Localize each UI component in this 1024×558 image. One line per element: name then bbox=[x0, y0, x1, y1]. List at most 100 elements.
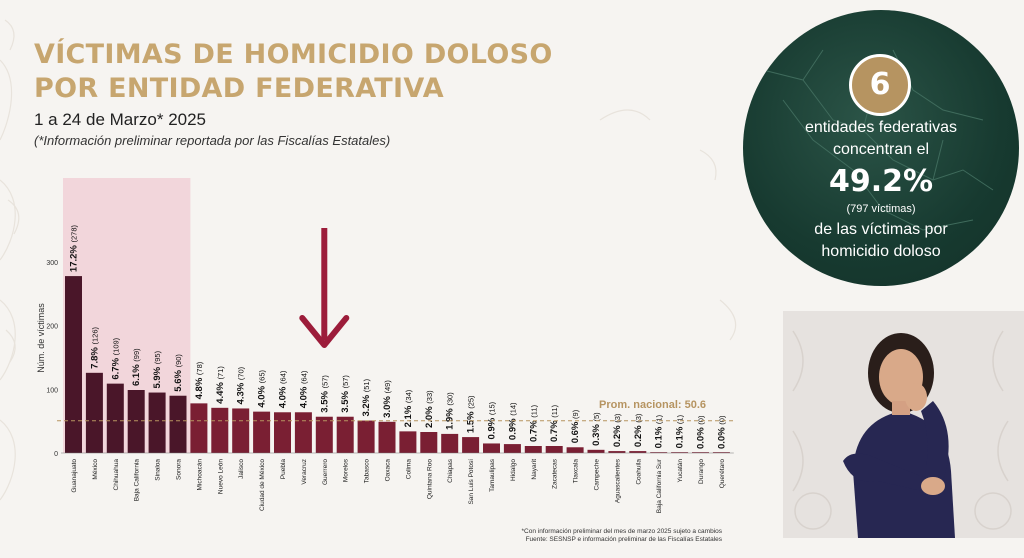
category-label: Nayarit bbox=[531, 459, 538, 480]
count-label: (33) bbox=[425, 390, 434, 404]
category-label: Quintana Roo bbox=[426, 459, 433, 499]
bar-9 bbox=[253, 411, 271, 453]
value-label: 3.5% (57) bbox=[340, 375, 351, 413]
date-range-subtitle: 1 a 24 de Marzo* 2025 bbox=[34, 110, 207, 129]
value-label: 0.3% (5) bbox=[591, 412, 602, 446]
bar-8 bbox=[232, 408, 250, 453]
category-label: Oaxaca bbox=[385, 459, 392, 482]
percent-label: 0.2% bbox=[612, 423, 623, 447]
value-label: 6.7% (109) bbox=[110, 337, 121, 379]
value-label: 0.9% (14) bbox=[507, 402, 518, 440]
bar-12 bbox=[315, 416, 333, 453]
percent-label: 5.6% bbox=[173, 367, 184, 391]
count-label: (1) bbox=[655, 414, 664, 424]
highlight-band bbox=[63, 178, 191, 453]
bar-10 bbox=[274, 412, 291, 453]
value-label: 0.0% (0) bbox=[716, 415, 727, 449]
percent-label: 0.7% bbox=[528, 418, 539, 442]
percent-label: 2.0% bbox=[424, 404, 435, 428]
summary-victims-detail: (797 víctimas) bbox=[846, 203, 916, 215]
bar-27 bbox=[629, 451, 647, 453]
category-label: Tabasco bbox=[364, 459, 371, 484]
y-axis-label: Núm. de víctimas bbox=[36, 303, 46, 373]
summary-line-1: entidades federativas bbox=[804, 119, 958, 136]
count-label: (11) bbox=[550, 404, 559, 417]
national-average-label: Prom. nacional: 50.6 bbox=[599, 399, 706, 411]
bar-15 bbox=[378, 421, 396, 453]
value-label: 2.0% (33) bbox=[424, 390, 435, 428]
count-label: (64) bbox=[279, 370, 288, 384]
category-label: Baja California Sur bbox=[656, 458, 663, 513]
states-count-badge: 6 bbox=[849, 54, 911, 116]
summary-line-2: concentran el bbox=[832, 141, 930, 158]
percent-label: 7.8% bbox=[89, 345, 100, 369]
percent-label: 0.0% bbox=[696, 425, 707, 449]
percent-label: 4.4% bbox=[215, 380, 226, 404]
bar-13 bbox=[336, 416, 354, 453]
summary-percent: 49.2% bbox=[828, 164, 934, 199]
percent-label: 0.9% bbox=[507, 416, 518, 440]
interpreter-figure bbox=[792, 330, 1012, 538]
percent-label: 17.2% bbox=[69, 243, 80, 273]
value-label: 0.2% (3) bbox=[612, 413, 623, 447]
percent-label: 4.8% bbox=[194, 375, 205, 399]
value-label: 3.5% (57) bbox=[319, 375, 330, 413]
percent-label: 4.0% bbox=[278, 384, 289, 408]
category-label: Durango bbox=[698, 459, 705, 484]
value-label: 6.1% (99) bbox=[131, 348, 142, 386]
y-tick-label: 200 bbox=[46, 324, 58, 331]
bar-17 bbox=[420, 432, 438, 453]
category-label: Guanajuato bbox=[71, 459, 78, 493]
bar-1 bbox=[85, 372, 103, 453]
value-label: 0.7% (11) bbox=[549, 404, 560, 442]
arrow-head-icon bbox=[299, 315, 350, 348]
bar-2 bbox=[106, 383, 124, 453]
category-label: Campeche bbox=[594, 459, 601, 491]
chart-title: VÍCTIMAS DE HOMICIDIO DOLOSO POR ENTIDAD… bbox=[34, 38, 553, 106]
value-label: 0.1% (1) bbox=[675, 414, 686, 448]
count-label: (90) bbox=[174, 354, 183, 368]
percent-label: 1.9% bbox=[445, 406, 456, 430]
bar-26 bbox=[608, 451, 626, 453]
value-label: 4.3% (70) bbox=[236, 366, 247, 404]
count-label: (9) bbox=[571, 409, 580, 419]
value-label: 5.9% (95) bbox=[152, 350, 163, 388]
count-label: (95) bbox=[153, 350, 162, 364]
count-label: (57) bbox=[320, 375, 329, 389]
percent-label: 0.9% bbox=[487, 415, 498, 439]
category-label: Veracruz bbox=[301, 459, 308, 485]
summary-line-3: de las víctimas por bbox=[814, 221, 948, 238]
count-label: (71) bbox=[216, 366, 225, 380]
percent-label: 2.1% bbox=[403, 403, 414, 427]
percent-label: 0.0% bbox=[716, 425, 727, 449]
percent-label: 3.5% bbox=[340, 388, 351, 412]
category-label: México bbox=[92, 459, 99, 480]
count-label: (64) bbox=[299, 370, 308, 384]
value-label: 2.1% (34) bbox=[403, 389, 414, 427]
category-label: Tlaxcala bbox=[573, 459, 580, 484]
count-label: (14) bbox=[508, 402, 517, 416]
bar-29 bbox=[671, 452, 689, 453]
category-label: Baja California bbox=[134, 459, 141, 502]
bar-22 bbox=[524, 446, 542, 453]
category-label: Puebla bbox=[280, 459, 287, 480]
category-label: Hidalgo bbox=[510, 459, 517, 481]
category-label: Querétaro bbox=[719, 459, 726, 489]
title-line-2: POR ENTIDAD FEDERATIVA bbox=[34, 73, 444, 104]
category-label: Guerrero bbox=[322, 459, 329, 485]
percent-label: 3.2% bbox=[361, 392, 372, 416]
category-label: Chihuahua bbox=[113, 459, 120, 491]
category-label: Morelos bbox=[343, 458, 350, 482]
count-label: (34) bbox=[404, 389, 413, 403]
count-label: (0) bbox=[697, 415, 706, 425]
value-label: 1.9% (30) bbox=[445, 392, 456, 430]
percent-label: 4.3% bbox=[236, 380, 247, 404]
bar-16 bbox=[399, 431, 417, 453]
category-label: Chiapas bbox=[447, 458, 454, 483]
summary-circle: 6 entidades federativas concentran el 49… bbox=[743, 10, 1019, 286]
value-label: 3.0% (49) bbox=[382, 380, 393, 418]
category-label: Tamaulipas bbox=[489, 458, 496, 492]
footer-source: Fuente: SESNSP e información preliminar … bbox=[525, 536, 722, 543]
category-label: Zacatecas bbox=[552, 458, 559, 489]
count-label: (5) bbox=[592, 412, 601, 422]
